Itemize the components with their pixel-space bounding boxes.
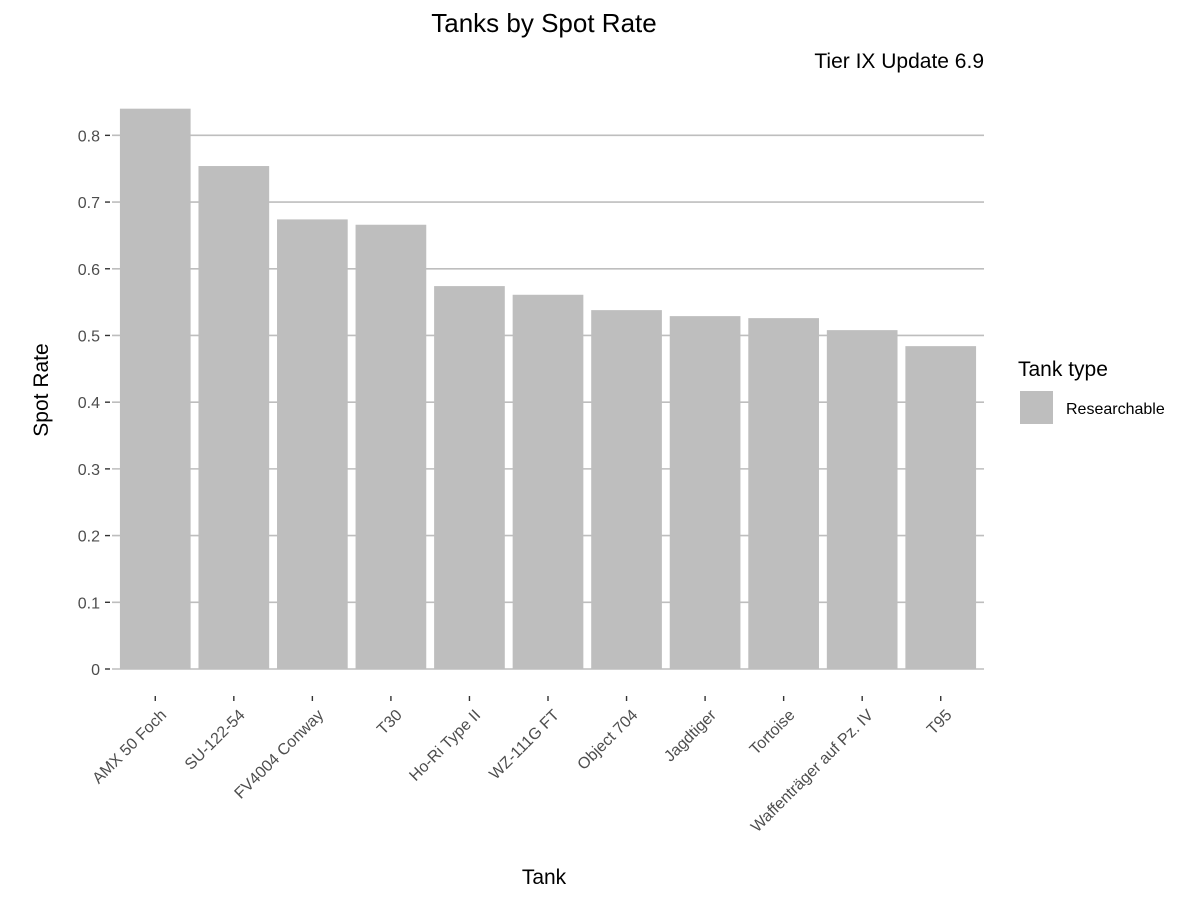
bar xyxy=(905,346,977,669)
x-tick-label: Ho-Ri Type II xyxy=(406,707,484,785)
bars xyxy=(119,108,977,670)
bar xyxy=(277,219,348,670)
bar xyxy=(826,330,898,669)
x-tick-label: SU-122-54 xyxy=(182,707,249,774)
bar xyxy=(512,294,584,669)
x-tick-label: AMX 50 Foch xyxy=(90,707,171,788)
chart-title: Tanks by Spot Rate xyxy=(431,8,656,38)
y-axis: 0 0.1 0.2 0.3 0.4 0.5 0.6 0.7 0.8 xyxy=(78,128,110,679)
x-tick-label: Object 704 xyxy=(575,707,642,774)
y-axis-title: Spot Rate xyxy=(30,343,53,436)
legend-label: Researchable xyxy=(1066,401,1165,418)
bar xyxy=(669,316,741,669)
y-tick-label: 0.2 xyxy=(78,529,100,546)
y-tick-label: 0.6 xyxy=(78,262,100,279)
bar xyxy=(434,286,505,669)
x-axis-title: Tank xyxy=(522,866,567,889)
y-tick-label: 0.1 xyxy=(78,595,100,612)
bar xyxy=(748,318,819,669)
y-tick-label: 0.8 xyxy=(78,128,100,145)
y-tick-label: 0 xyxy=(91,662,100,679)
y-tick-label: 0.4 xyxy=(78,395,100,412)
bar xyxy=(355,224,427,669)
bar xyxy=(119,108,191,669)
x-tick-label: Tortoise xyxy=(747,707,799,759)
chart-subtitle: Tier IX Update 6.9 xyxy=(814,50,984,73)
legend: Tank type Researchable xyxy=(1018,358,1165,424)
bar xyxy=(198,166,270,669)
y-tick-label: 0.7 xyxy=(78,195,100,212)
legend-items: Researchable xyxy=(1020,391,1165,424)
x-tick-label: T95 xyxy=(924,707,956,739)
legend-swatch xyxy=(1020,391,1053,424)
y-tick-label: 0.5 xyxy=(78,328,100,345)
y-tick-label: 0.3 xyxy=(78,462,100,479)
legend-title: Tank type xyxy=(1018,358,1108,381)
bar xyxy=(591,310,662,669)
x-tick-label: WZ-111G FT xyxy=(486,707,563,784)
x-tick-label: T30 xyxy=(374,707,406,739)
x-tick-label: Jagdtiger xyxy=(661,706,720,765)
